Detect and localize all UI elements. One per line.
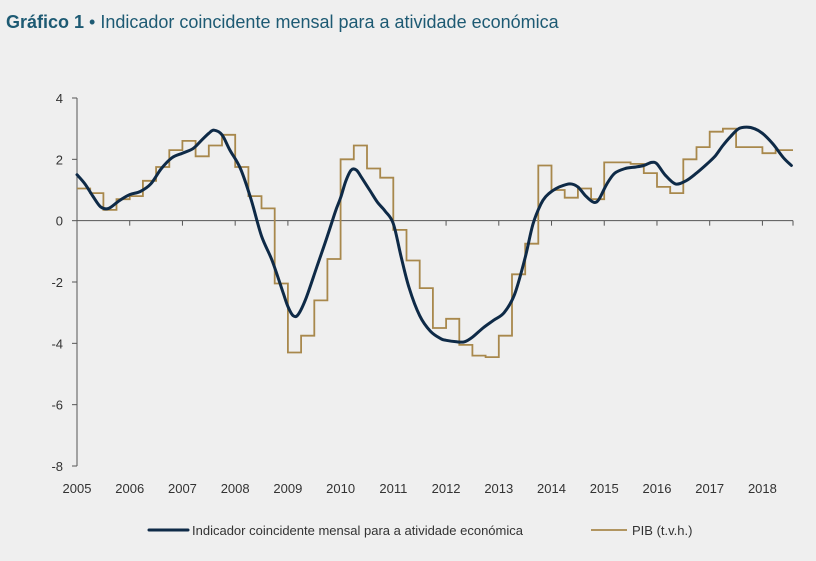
chart-title: Gráfico 1 • Indicador coincidente mensal…	[6, 12, 559, 33]
y-tick-label: -2	[51, 275, 63, 290]
x-tick-label: 2009	[273, 481, 302, 496]
x-tick-label: 2010	[326, 481, 355, 496]
x-tick-label: 2013	[484, 481, 513, 496]
chart-title-prefix: Gráfico 1	[6, 12, 85, 32]
chart-title-text: Indicador coincidente mensal para a ativ…	[100, 12, 559, 32]
chart-series	[75, 125, 793, 358]
y-tick-label: -8	[51, 459, 63, 474]
x-tick-label: 2011	[379, 481, 407, 496]
legend-label-pib: PIB (t.v.h.)	[632, 523, 692, 538]
y-tick-label: 2	[56, 152, 63, 167]
series-line-pib	[77, 127, 793, 358]
x-tick-label: 2007	[168, 481, 197, 496]
chart-legend: Indicador coincidente mensal para a ativ…	[147, 523, 692, 538]
x-tick-label: 2014	[537, 481, 566, 496]
x-tick-label: 2016	[643, 481, 672, 496]
y-tick-label: 0	[56, 214, 63, 229]
y-tick-label: 4	[56, 91, 63, 106]
x-tick-label: 2006	[115, 481, 144, 496]
chart-title-separator: •	[84, 12, 101, 32]
series-line-indicator	[75, 125, 793, 344]
x-tick-label: 2008	[221, 481, 250, 496]
x-tick-label: 2005	[63, 481, 92, 496]
y-tick-label: -6	[51, 398, 63, 413]
x-tick-label: 2018	[748, 481, 777, 496]
y-tick-label: -4	[51, 336, 63, 351]
x-tick-label: 2017	[695, 481, 724, 496]
x-tick-label: 2012	[432, 481, 461, 496]
x-tick-label: 2015	[590, 481, 619, 496]
legend-label-indicator: Indicador coincidente mensal para a ativ…	[192, 523, 524, 538]
